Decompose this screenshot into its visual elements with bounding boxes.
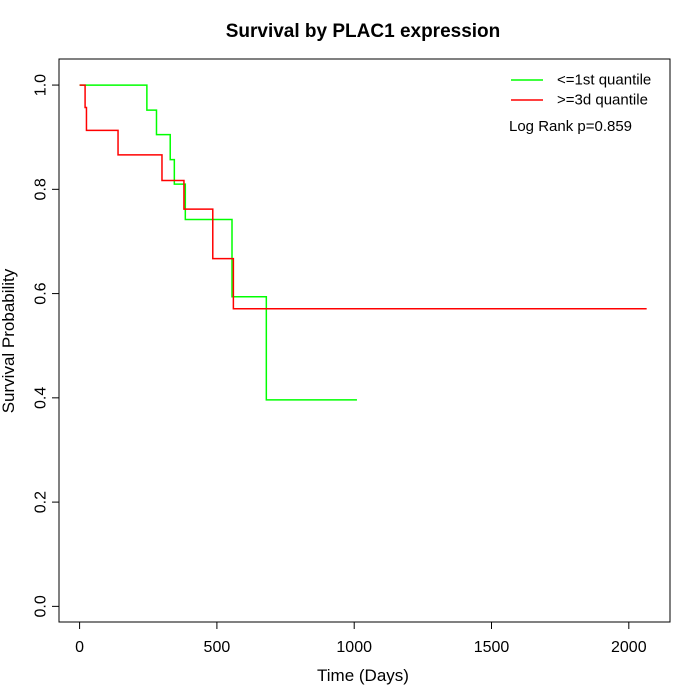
x-tick-label: 2000 [611, 639, 647, 656]
x-axis-label: Time (Days) [317, 666, 409, 685]
legend-label-0: <=1st quantile [557, 72, 651, 89]
y-axis-label: Survival Probability [0, 268, 18, 413]
y-tick-label: 0.0 [33, 595, 50, 617]
y-tick-label: 1.0 [33, 74, 50, 96]
chart-title: Survival by PLAC1 expression [226, 21, 501, 42]
y-tick-label: 0.2 [33, 491, 50, 513]
x-axis: 0 500 1000 1500 2000 [75, 621, 647, 656]
y-tick-label: 0.4 [33, 387, 50, 409]
x-tick-label: 1000 [336, 639, 372, 656]
legend: <=1st quantile >=3d quantile [511, 72, 651, 109]
plot-frame [58, 58, 671, 623]
legend-label-1: >=3d quantile [557, 92, 648, 109]
y-axis: 0.0 0.2 0.4 0.6 0.8 1.0 [33, 74, 60, 617]
x-tick-label: 500 [204, 639, 231, 656]
x-tick-label: 0 [75, 639, 84, 656]
y-tick-label: 0.8 [33, 178, 50, 200]
log-rank-annotation: Log Rank p=0.859 [509, 118, 632, 135]
x-tick-label: 1500 [474, 639, 510, 656]
series-line-1 [79, 84, 647, 310]
series-line-0 [79, 84, 357, 401]
y-tick-label: 0.6 [33, 282, 50, 304]
series-layer [79, 84, 647, 401]
